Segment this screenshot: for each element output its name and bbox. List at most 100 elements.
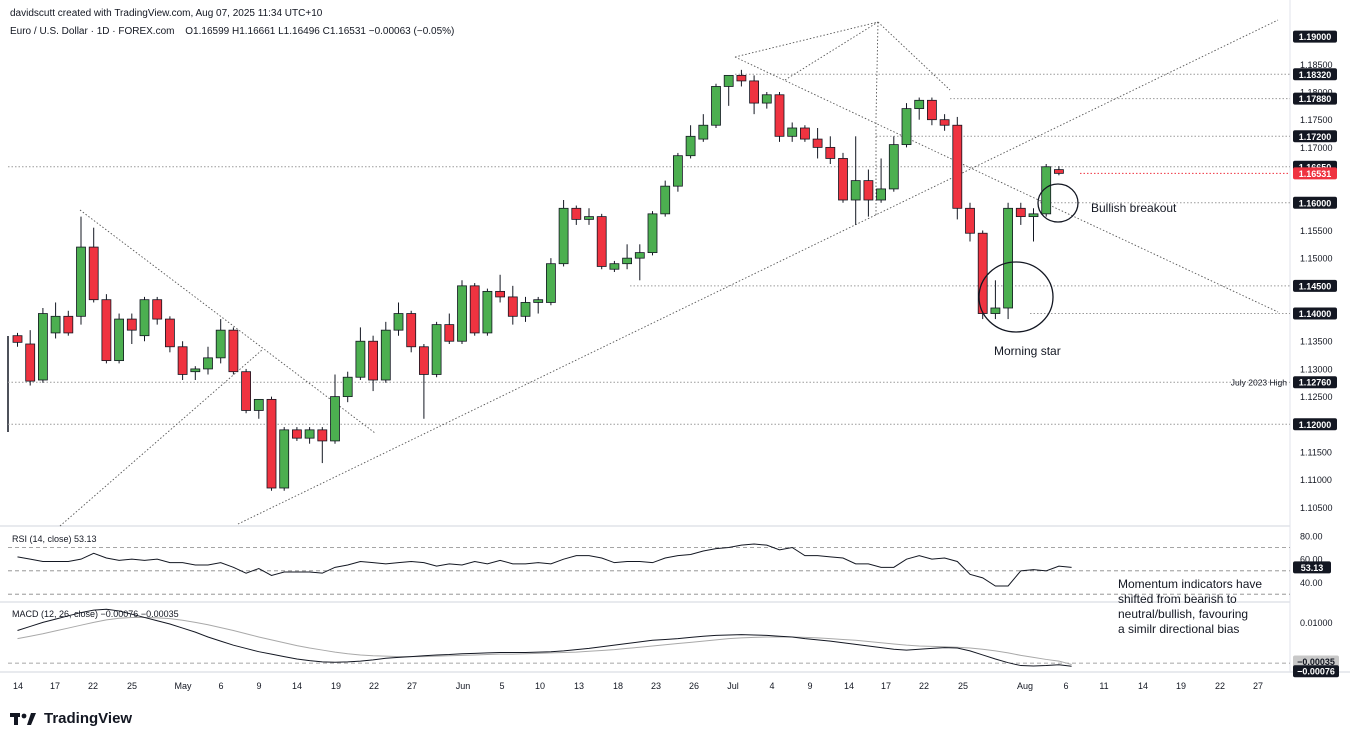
- time-tick-label: 9: [256, 681, 261, 691]
- candle-body-up: [660, 185, 671, 215]
- candle: [291, 427, 302, 441]
- level-note-label: July 2023 High: [1231, 378, 1288, 388]
- candles: [12, 69, 1064, 491]
- symbol-title[interactable]: Euro / U.S. Dollar · 1D · FOREX.com: [10, 26, 175, 37]
- macd-signal-value: −0.00035: [1297, 657, 1335, 667]
- time-tick-label: 27: [407, 681, 417, 691]
- trendline-7: [877, 21, 951, 91]
- candle: [749, 75, 759, 115]
- price-levels: [0, 0, 1350, 673]
- candle-body-down: [177, 346, 188, 375]
- candle: [139, 296, 150, 342]
- tradingview-logo[interactable]: TradingView: [10, 710, 132, 727]
- price-level-badge: [1293, 307, 1337, 320]
- candle: [266, 396, 277, 491]
- candle-body-down: [317, 429, 328, 442]
- candle-body-down: [444, 324, 455, 342]
- candle-body-down: [469, 285, 480, 334]
- price-tick-label: 1.11500: [1300, 448, 1332, 458]
- candle: [88, 227, 99, 303]
- candle: [990, 280, 1001, 320]
- time-axis[interactable]: 14 17 22 25 May 6 9 14 19 22 27 Jun 5 10 13 18 23 26 Jul 4 9…: [13, 681, 1263, 691]
- candle: [342, 371, 353, 403]
- brand-name: TradingView: [44, 710, 133, 727]
- candle-body-up: [330, 396, 340, 442]
- trendline-8: [875, 21, 879, 119]
- candle-body-down: [812, 138, 823, 148]
- candle: [634, 244, 645, 281]
- candle-body-up: [1041, 166, 1052, 215]
- price-level-badge: [1293, 167, 1337, 180]
- candle-body-up: [546, 263, 556, 303]
- candle-body-down: [736, 74, 747, 82]
- candle: [812, 128, 823, 159]
- candle-body-up: [622, 257, 632, 265]
- candle: [825, 136, 836, 164]
- candle-body-down: [838, 158, 848, 201]
- candle-body-up: [1028, 213, 1039, 218]
- candle: [939, 114, 950, 131]
- macd-signal-line: [17, 616, 1072, 666]
- momentum-note: Momentum indicators have shifted from bea…: [1118, 577, 1262, 636]
- time-tick-label: 26: [689, 681, 699, 691]
- macd-pane: MACD (12, 26, close) −0.00076 −0.00035: [8, 608, 1290, 667]
- candle: [609, 260, 620, 272]
- candle-body-down: [927, 99, 937, 121]
- price-level-label: 1.16000: [1299, 198, 1332, 208]
- time-tick-label: 25: [127, 681, 137, 691]
- candle-body-down: [126, 318, 137, 331]
- trendline-1: [59, 349, 263, 527]
- time-tick-label: 22: [1215, 681, 1225, 691]
- candle: [152, 296, 163, 325]
- candle: [304, 427, 315, 444]
- candle: [965, 202, 975, 242]
- annotations: Morning star Bullish breakout Momentum ind…: [978, 183, 1262, 636]
- price-tick-label: 1.15500: [1300, 226, 1333, 236]
- candle: [952, 116, 963, 220]
- candle-body-up: [850, 180, 861, 201]
- candle-body-up: [457, 285, 467, 342]
- candle: [1015, 202, 1026, 225]
- candle: [63, 310, 74, 336]
- rsi-pane: RSI (14, close) 53.13: [8, 534, 1290, 595]
- candle: [1003, 202, 1013, 320]
- price-level-label: 1.19000: [1299, 32, 1332, 42]
- rsi-value-badge: [1293, 561, 1331, 574]
- time-tick-label: Jun: [456, 681, 471, 691]
- trendline-0: [79, 209, 376, 434]
- momentum-note-line: Momentum indicators have: [1118, 577, 1262, 591]
- candle-body-down: [63, 315, 74, 334]
- candle-body-up: [76, 246, 86, 317]
- candle-body-up: [393, 313, 404, 331]
- price-tick-label: 1.13500: [1300, 337, 1333, 347]
- candle: [736, 69, 747, 87]
- candle: [596, 213, 607, 270]
- candle-body-up: [203, 357, 213, 370]
- candle: [901, 103, 912, 148]
- macd-line: [17, 608, 1072, 667]
- price-level-badge: [1293, 68, 1337, 81]
- candle-body-up: [990, 307, 1001, 314]
- trendline-9: [734, 21, 879, 58]
- candle-body-up: [901, 108, 912, 146]
- candle: [673, 152, 683, 192]
- candle-body-down: [228, 329, 239, 373]
- time-tick-label: 19: [331, 681, 341, 691]
- candle: [711, 83, 721, 128]
- candle-body-up: [888, 144, 899, 190]
- candle: [571, 205, 582, 225]
- time-tick-label: 22: [88, 681, 98, 691]
- candle-body-down: [596, 216, 607, 267]
- macd-value-label: −0.00076: [1297, 667, 1335, 677]
- candle-body-up: [38, 313, 48, 381]
- candle-body-down: [406, 313, 417, 348]
- price-tick-label: 1.18000: [1300, 88, 1333, 98]
- candle-body-down: [25, 343, 36, 382]
- candle: [469, 283, 480, 336]
- candle-body-down: [507, 296, 518, 317]
- candle: [177, 341, 188, 380]
- time-tick-label: 11: [1099, 681, 1108, 691]
- price-axis[interactable]: 1.185001.180001.175001.170001.165001.155…: [1231, 30, 1339, 678]
- price-level-label: 1.12760: [1299, 378, 1332, 388]
- rsi-value-label: 53.13: [1301, 563, 1324, 573]
